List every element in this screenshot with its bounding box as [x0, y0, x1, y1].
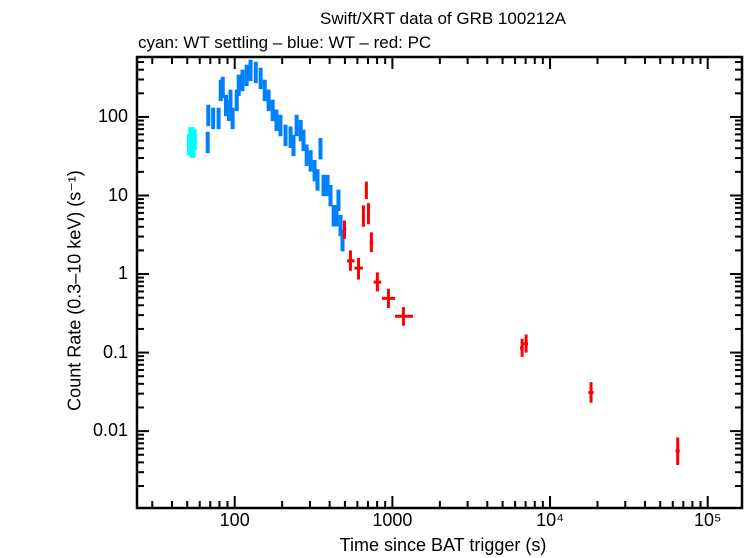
wt-point: [230, 107, 235, 130]
wt-point: [291, 134, 296, 157]
y-tick-label: 100: [97, 105, 128, 126]
x-tick-label: 10⁴: [536, 510, 564, 530]
wt-point: [278, 114, 283, 137]
x-tick-label: 100: [219, 510, 250, 530]
wt-point: [328, 184, 333, 207]
wt-point: [304, 144, 309, 166]
x-axis-label: Time since BAT trigger (s): [339, 535, 547, 555]
wt-point: [236, 74, 241, 97]
chart-title: Swift/XRT data of GRB 100212A: [319, 9, 566, 28]
wt-point: [248, 59, 253, 82]
wt-point: [258, 67, 263, 90]
wt-point: [220, 76, 225, 99]
wt-point: [283, 124, 288, 147]
wt-point: [211, 107, 216, 130]
wt-point: [216, 107, 221, 130]
y-tick-label: 0.01: [92, 420, 128, 441]
wt-point: [336, 189, 341, 212]
wt-point: [312, 159, 317, 182]
wt-point: [331, 205, 336, 227]
wt-point: [298, 119, 303, 142]
wt-point: [266, 89, 271, 112]
wt-point: [205, 131, 210, 154]
wt-point: [340, 229, 345, 252]
wt-point: [321, 174, 326, 197]
wt-point: [270, 99, 275, 122]
chart-subtitle: cyan: WT settling – blue: WT – red: PC: [138, 33, 432, 52]
wt-point: [318, 137, 323, 160]
wt-point: [228, 89, 233, 112]
wt-point: [223, 94, 228, 117]
plot-frame: [135, 55, 744, 510]
wt-point: [315, 169, 320, 191]
x-tick-label: 10⁵: [693, 510, 722, 530]
wt-point: [234, 89, 239, 112]
wt-point: [308, 150, 313, 172]
wt-point: [244, 64, 249, 87]
wt-point: [262, 79, 267, 102]
wt-point: [294, 114, 299, 137]
wt-point: [325, 174, 330, 197]
wt-point: [288, 126, 293, 148]
y-tick-label: 0.1: [102, 341, 128, 362]
wt-point: [218, 79, 223, 102]
wt-point: [301, 129, 306, 152]
y-tick-label: 1: [117, 263, 128, 284]
wt-point: [338, 214, 343, 237]
wt-point: [334, 205, 339, 227]
x-tick-label: 1000: [372, 510, 413, 530]
y-tick-label: 10: [107, 184, 128, 205]
wt-point: [240, 69, 245, 92]
wt-point: [274, 109, 279, 132]
wt-point: [253, 61, 258, 84]
wt-point: [206, 104, 211, 127]
wt-settling-point: [190, 129, 197, 151]
